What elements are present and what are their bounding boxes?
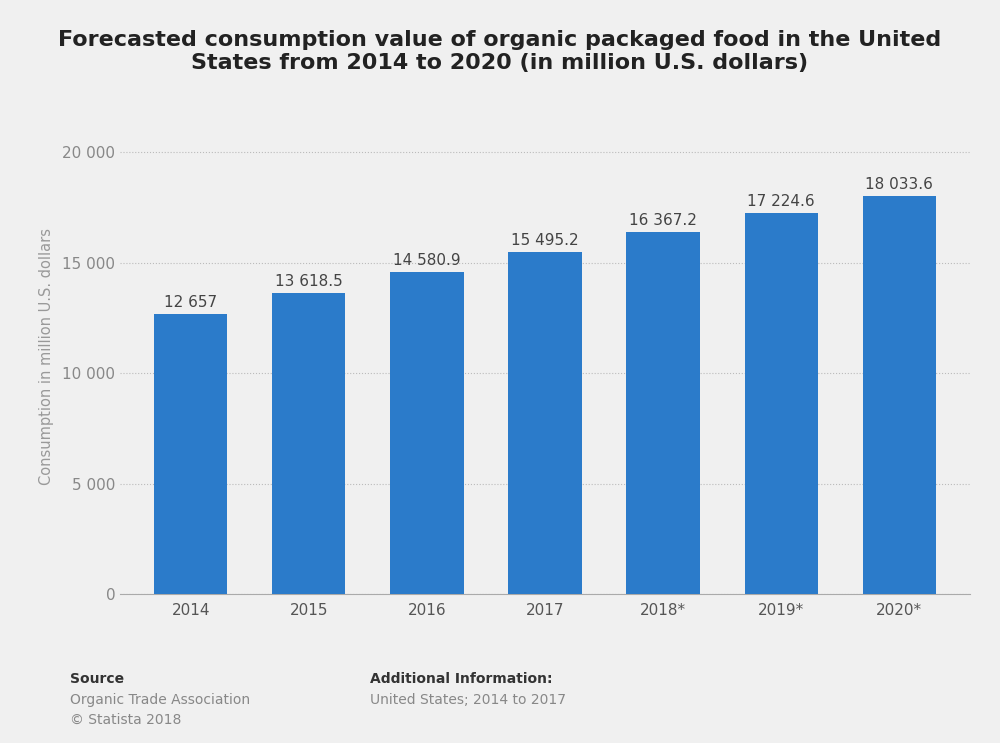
Text: 17 224.6: 17 224.6 [747,195,815,210]
Bar [863,195,936,594]
Bar [508,252,582,594]
Text: Organic Trade Association
© Statista 2018: Organic Trade Association © Statista 201… [70,693,250,727]
Bar [272,293,345,594]
Text: 12 657: 12 657 [164,296,217,311]
Text: Source: Source [70,672,124,687]
Bar [390,272,464,594]
Text: 15 495.2: 15 495.2 [511,233,579,247]
Text: Forecasted consumption value of organic packaged food in the United
States from : Forecasted consumption value of organic … [58,30,942,73]
Text: Additional Information:: Additional Information: [370,672,552,687]
Text: 18 033.6: 18 033.6 [865,177,933,192]
Y-axis label: Consumption in million U.S. dollars: Consumption in million U.S. dollars [39,228,54,485]
Text: 14 580.9: 14 580.9 [393,253,461,268]
Bar [154,314,227,594]
Text: United States; 2014 to 2017: United States; 2014 to 2017 [370,693,566,707]
Bar [745,213,818,594]
Text: 16 367.2: 16 367.2 [629,213,697,228]
Text: 13 618.5: 13 618.5 [275,274,343,289]
Bar [626,233,700,594]
